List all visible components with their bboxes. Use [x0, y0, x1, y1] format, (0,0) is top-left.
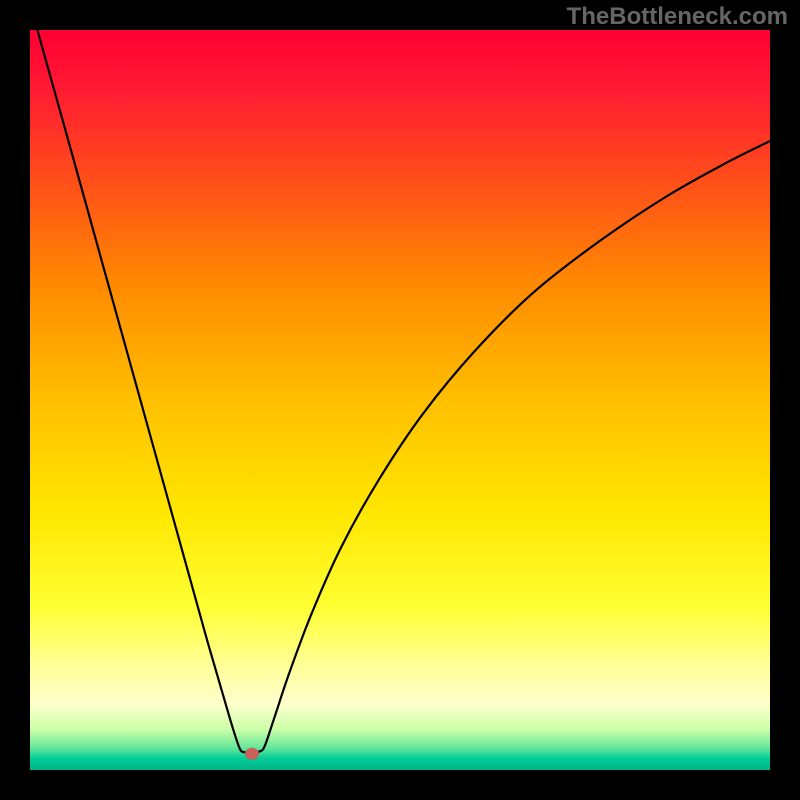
chart-container: TheBottleneck.com — [0, 0, 800, 800]
minimum-marker — [245, 748, 259, 760]
bottleneck-chart: TheBottleneck.com — [0, 0, 800, 800]
watermark-text: TheBottleneck.com — [567, 3, 788, 30]
